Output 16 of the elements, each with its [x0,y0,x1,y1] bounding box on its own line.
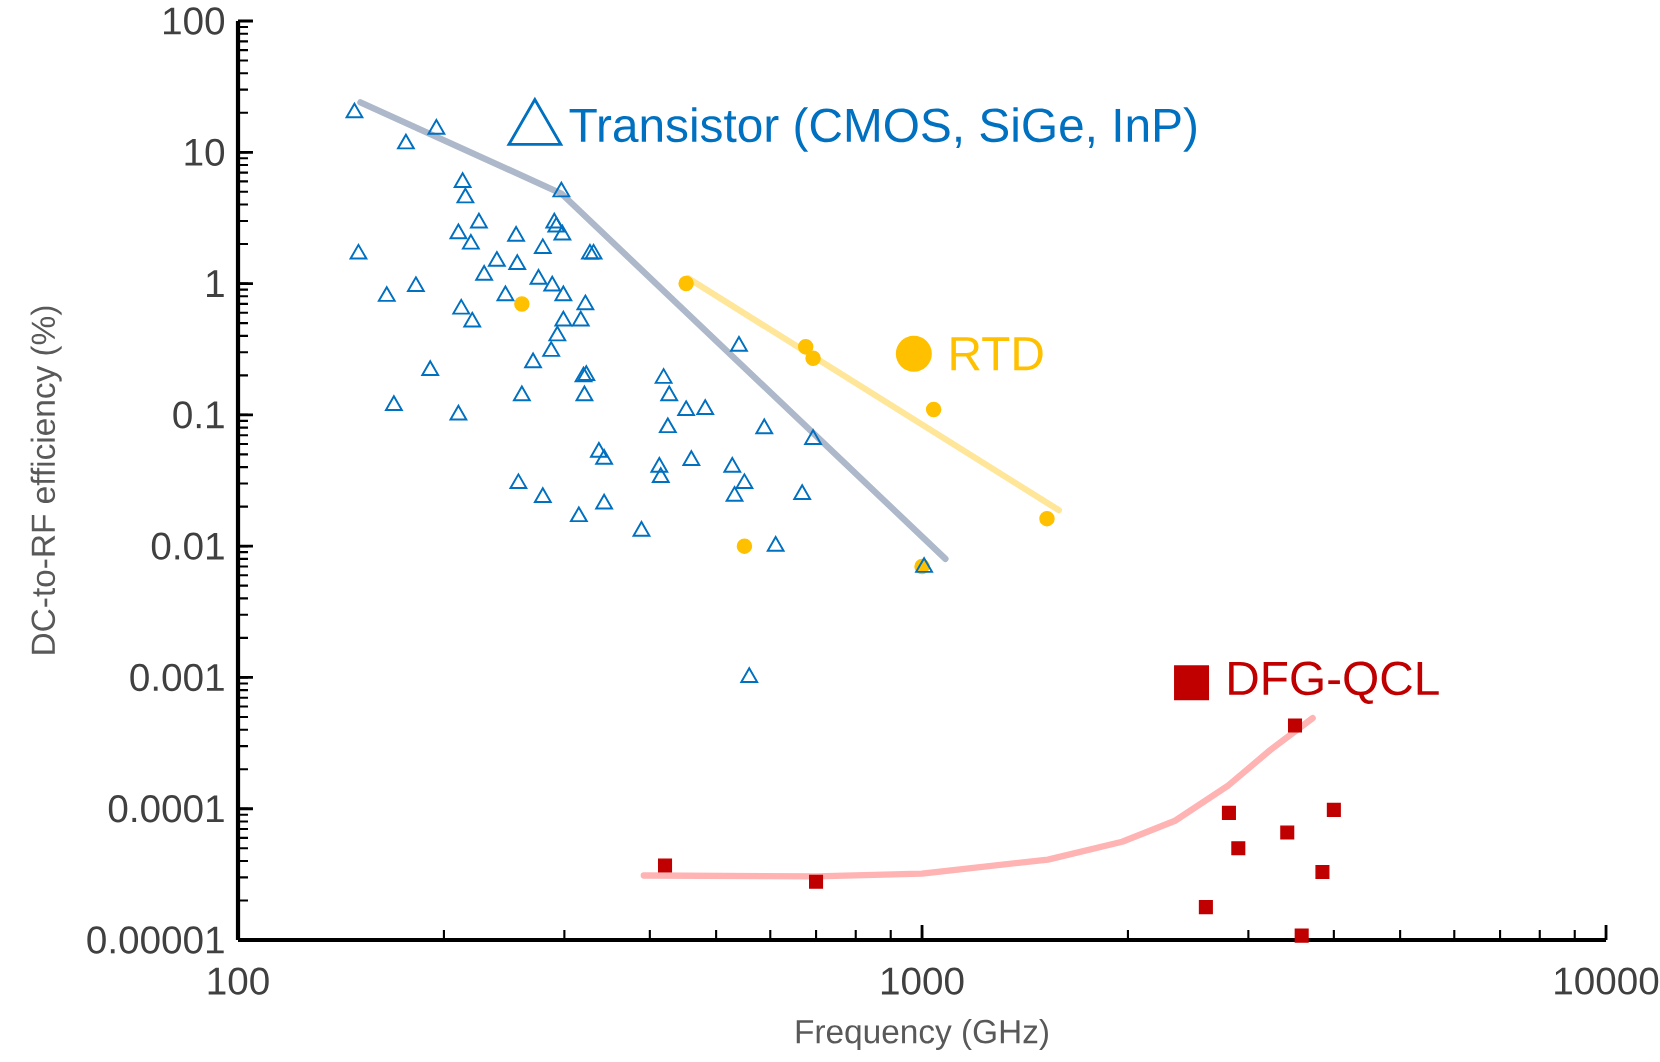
y-tick-label: 10 [185,138,225,166]
x-tick-label: 10000 [1555,967,1659,995]
legend-label: RTD [951,337,1043,371]
y-tick-label: 0.1 [173,401,224,429]
y-tick-label: 100 [164,7,225,35]
y-axis-title: DC-to-RF efficiency (%) [30,306,62,654]
y-tick-label: 1 [207,270,224,297]
y-tick-label: 0.001 [130,663,224,692]
x-axis-title: Frequency (GHz) [796,1018,1048,1051]
y-tick-label: 0.00001 [87,926,224,954]
legend-label: Transistor (CMOS, SiGe, InP) [569,107,1196,152]
legend-label: DFG-QCL [1229,661,1439,704]
x-tick-label: 100 [208,967,269,995]
x-tick-label: 1000 [881,967,964,995]
y-tick-label: 0.0001 [108,795,224,823]
y-tick-label: 0.01 [151,532,224,560]
